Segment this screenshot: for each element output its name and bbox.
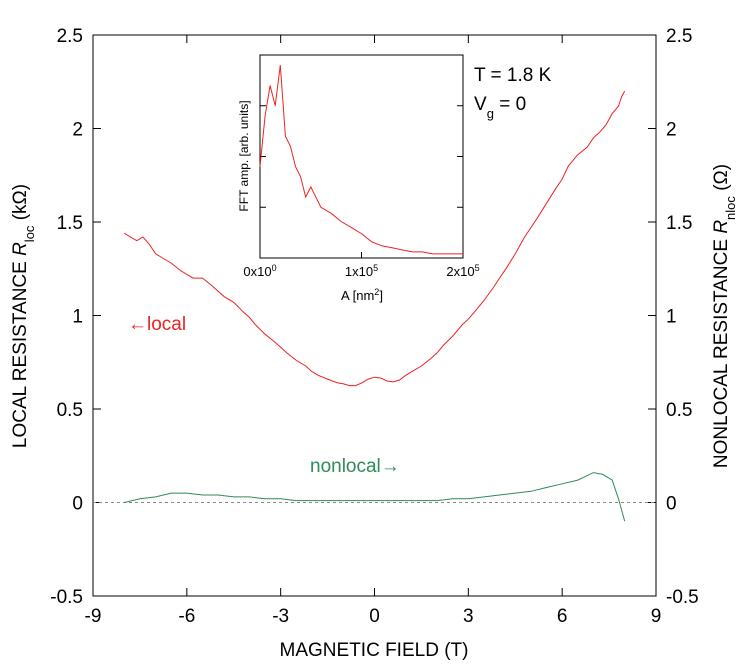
inset-tick-labels: 0x100 1x105 2x105 [243,263,479,279]
y-left-unit: (kΩ) [10,184,31,226]
inset-chart: 0x100 1x105 2x105 A [nm2] FFT amp. [arb. u… [237,54,480,303]
inset-x-tick-label: 0x100 [243,263,276,279]
x-tick-label: 6 [557,606,568,627]
gate-annotation: Vg = 0 [474,94,526,121]
inset-y-axis-title: FFT amp. [arb. units] [237,100,251,211]
x-axis-title: MAGNETIC FIELD (T) [280,640,469,661]
local-series-label: ←local [128,314,186,335]
y-left-italic: R [10,242,31,256]
inset-xlabel-main: A [nm [341,288,374,303]
tick-labels: -9 -6 -3 0 3 6 9-0.5 -0.50 00.5 0.51 11.5 1.52 22.5 2… [50,26,699,627]
y-tick-label-left: 1 [72,307,83,328]
nonlocal-series-label: nonlocal→ [310,456,400,477]
x-tick-label: 9 [651,606,662,627]
y-tick-label-left: 0 [72,494,83,515]
inset-x-axis-title: A [nm2] [341,287,383,303]
x-tick-label: 3 [463,606,474,627]
y-right-unit: (Ω) [711,164,732,196]
y-axis-title-right: NONLOCAL RESISTANCE Rnloc (Ω) [711,164,738,468]
y-left-sub: loc [22,225,37,242]
y-tick-label-right: 1 [666,307,677,328]
y-tick-label-right: 2 [666,120,677,141]
y-tick-label-left: -0.5 [50,587,83,608]
gate-main: V [474,94,487,115]
y-tick-label-right: -0.5 [666,587,699,608]
inset-x-tick-label: 2x105 [446,263,479,279]
nonlocal-series-line [124,472,626,522]
local-series-line [124,90,626,387]
y-tick-label-right: 0 [666,494,677,515]
x-tick-label: -9 [85,606,102,627]
y-tick-label-left: 2.5 [57,26,83,47]
y-tick-label-right: 2.5 [666,26,692,47]
x-tick-label: -3 [272,606,289,627]
inset-xlabel-end: ] [379,288,383,303]
y-right-main: NONLOCAL RESISTANCE [711,234,732,468]
inset-fft-line [259,65,463,255]
inset-series [259,65,463,255]
y-right-italic: R [711,220,732,234]
inset-ticks [259,105,464,258]
x-tick-label: -6 [178,606,195,627]
y-tick-label-left: 0.5 [57,400,83,421]
y-right-sub: nloc [723,196,738,220]
y-tick-label-left: 1.5 [57,213,83,234]
inset-xlabel-sup: 2 [374,287,379,297]
gate-sub: g [487,106,494,121]
gate-value: = 0 [494,94,526,115]
inset-frame [259,54,464,259]
y-left-main: LOCAL RESISTANCE [10,256,31,448]
y-tick-label-right: 0.5 [666,400,692,421]
y-tick-label-left: 2 [72,120,83,141]
x-tick-label: 0 [369,606,380,627]
series-group [124,90,626,522]
y-tick-label-right: 1.5 [666,213,692,234]
temperature-annotation: T = 1.8 K [474,65,552,86]
inset-x-tick-label: 1x105 [345,263,378,279]
y-axis-title-left: LOCAL RESISTANCE Rloc (kΩ) [10,184,37,448]
